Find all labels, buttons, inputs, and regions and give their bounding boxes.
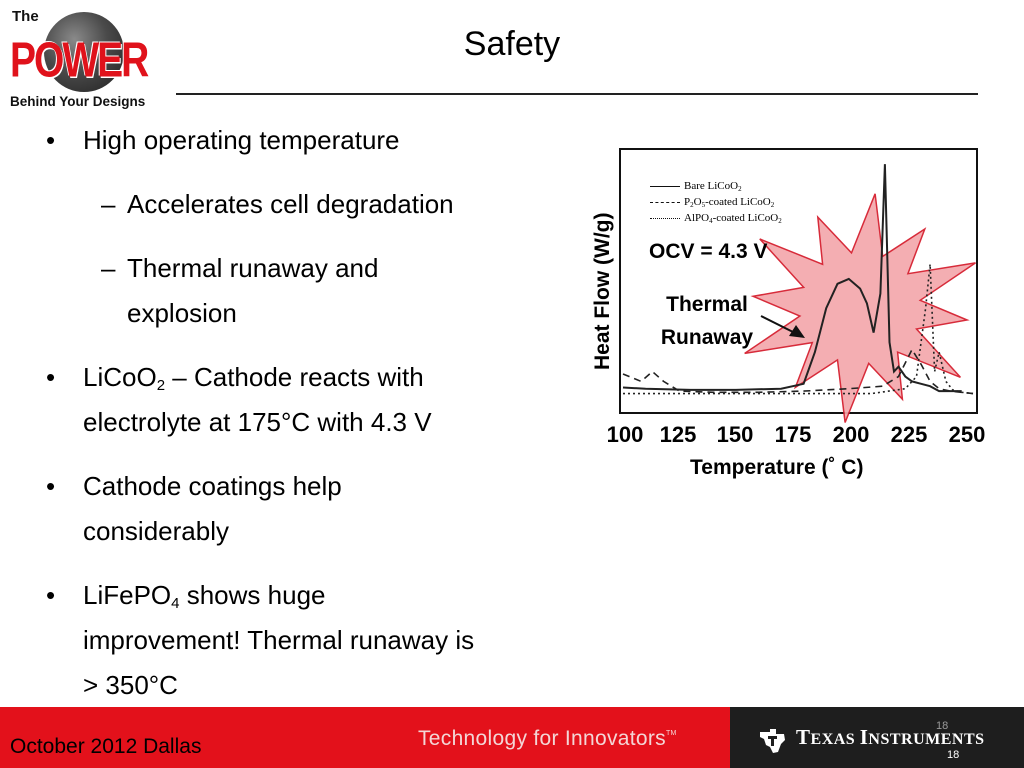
chart-legend: Bare LiCoO2 P2O5-coated LiCoO2 AlPO4-coa…: [650, 178, 782, 226]
sub-bullet-item: – Thermal runaway and explosion: [101, 246, 379, 336]
brand-letter: I: [859, 725, 869, 749]
bullet-text: shows huge: [179, 580, 326, 610]
legend-swatch-dotted: [650, 218, 680, 219]
legend-item: P2O5-coated LiCoO2: [650, 194, 782, 210]
title-divider: [176, 93, 978, 95]
dash-marker: –: [101, 189, 116, 219]
bullet-text: LiCoO: [83, 362, 157, 392]
x-tick-label: 225: [890, 422, 928, 447]
thermal-runaway-annotation: Thermal Runaway: [657, 288, 757, 354]
bullet-text: electrolyte at 175°C with 4.3 V: [83, 407, 432, 437]
logo-brand-word: POWER: [10, 34, 149, 88]
trademark-mark: TM: [665, 730, 677, 737]
logo-tagline: Behind Your Designs: [10, 94, 146, 109]
logo-top-word: The: [12, 8, 39, 25]
annotation-line: Runaway: [660, 326, 754, 349]
annotation-line: Thermal: [666, 293, 748, 316]
x-tick-label: 100: [606, 422, 644, 447]
legend-label: O: [693, 196, 702, 208]
legend-subscript: 2: [738, 185, 742, 193]
bullet-text: > 350°C: [83, 670, 178, 700]
annotation-arrow-line: [760, 315, 798, 335]
legend-subscript: 2: [690, 201, 694, 209]
y-axis-label: Heat Flow (W/g): [591, 212, 614, 370]
bullet-marker: •: [46, 580, 56, 610]
x-tick-label: 125: [659, 422, 697, 447]
bullet-marker: •: [46, 125, 56, 155]
annotation-arrowhead: [789, 325, 805, 338]
texas-instruments-logo-icon: [760, 729, 785, 753]
bullet-item: • LiCoO2 – Cathode reacts with electroly…: [46, 355, 432, 445]
page-number-faint: 18: [936, 720, 949, 732]
chart-plot: [619, 148, 978, 423]
heat-flow-chart: Bare LiCoO2 P2O5-coated LiCoO2 AlPO4-coa…: [575, 140, 1015, 490]
bullet-list: • High operating temperature – Accelerat…: [46, 118, 474, 700]
bullet-text: improvement! Thermal runaway is: [83, 625, 475, 655]
sub-bullet-item: – Accelerates cell degradation: [101, 182, 454, 227]
ti-brand-wordmark: TEXAS INSTRUMENTS: [796, 725, 985, 750]
footer-red-band: [0, 707, 730, 768]
legend-subscript: 2: [770, 201, 775, 209]
legend-label: P: [684, 196, 691, 208]
page-number: 18: [947, 749, 960, 761]
legend-label: AlPO: [684, 212, 710, 224]
legend-item: Bare LiCoO2: [650, 178, 782, 194]
bullet-text: considerably: [83, 516, 229, 546]
footer-bar: October 2012 Dallas Technology for Innov…: [0, 707, 1024, 768]
series-line-dotted: [623, 264, 974, 395]
subscript: 2: [156, 377, 166, 394]
dash-marker: –: [101, 253, 116, 283]
x-axis-ticks: 100 125 150 175 200 225 250: [575, 422, 1015, 452]
x-tick-label: 200: [832, 422, 870, 447]
legend-swatch-solid: [650, 186, 680, 187]
bullet-item: • LiFePO4 shows huge improvement! Therma…: [46, 573, 475, 708]
brand-letter: T: [796, 725, 811, 749]
sub-bullet-text: Thermal runaway and: [127, 253, 379, 283]
footer-tagline: Technology for InnovatorsTM: [418, 727, 677, 751]
tagline-text: Technology for Innovators: [418, 727, 666, 750]
series-line-dashed: [622, 347, 974, 395]
x-axis-label: Temperature (˚ C): [690, 456, 864, 479]
bullet-marker: •: [46, 471, 56, 501]
power-logo: The POWER Behind Your Designs: [8, 6, 158, 114]
series-line-solid: [622, 164, 962, 393]
bullet-text: – Cathode reacts with: [165, 362, 424, 392]
legend-label: -coated LiCoO: [705, 196, 771, 208]
legend-subscript: 5: [701, 201, 706, 209]
y-axis-label-box: Heat Flow (W/g): [575, 140, 615, 380]
thermal-runaway-burst: [744, 193, 976, 423]
x-tick-label: 250: [948, 422, 986, 447]
legend-item: AlPO4-coated LiCoO2: [650, 210, 782, 226]
ocv-annotation: OCV = 4.3 V: [649, 240, 768, 263]
globe-icon: [44, 12, 124, 92]
event-label: October 2012 Dallas: [10, 735, 202, 758]
legend-swatch-dashed: [650, 202, 680, 203]
brand-letters: EXAS: [810, 731, 860, 748]
bullet-text: Cathode coatings help: [83, 471, 342, 501]
sub-bullet-text: Accelerates cell degradation: [127, 189, 454, 219]
bullet-text: LiFePO: [83, 580, 172, 610]
bullet-text: High operating temperature: [83, 125, 400, 155]
bullet-item: • High operating temperature: [46, 118, 400, 163]
x-tick-label: 175: [774, 422, 812, 447]
legend-subscript: 2: [778, 217, 782, 225]
bullet-marker: •: [46, 362, 56, 392]
legend-label: -coated LiCoO: [712, 212, 779, 224]
legend-subscript: 4: [709, 217, 713, 225]
brand-letters: NSTRUMENTS: [868, 731, 985, 748]
bullet-item: • Cathode coatings help considerably: [46, 464, 342, 554]
legend-label: Bare LiCoO: [684, 180, 739, 192]
x-tick-label: 150: [716, 422, 754, 447]
subscript: 4: [171, 595, 180, 612]
sub-bullet-text: explosion: [127, 298, 237, 328]
slide-title: Safety: [463, 25, 561, 63]
